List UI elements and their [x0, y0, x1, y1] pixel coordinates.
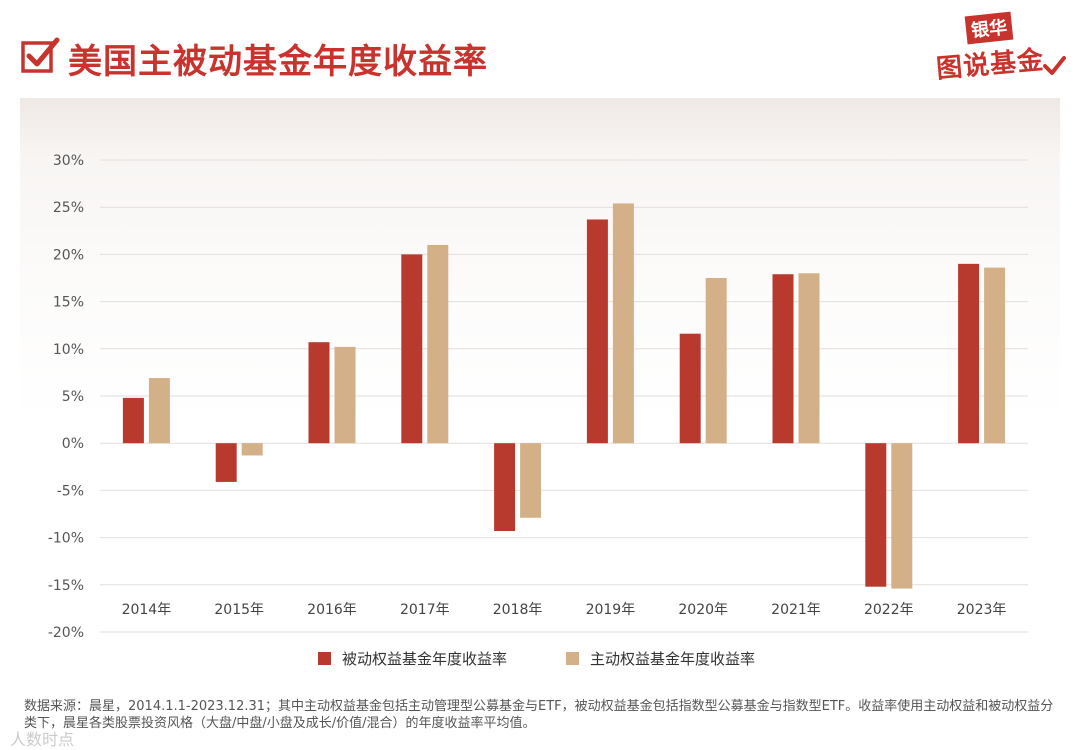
- bar-active-8: [891, 443, 913, 589]
- x-tick-label: 2020年: [678, 602, 728, 618]
- x-tick-label: 2019年: [586, 602, 636, 618]
- bar-active-2: [334, 346, 356, 444]
- bar-passive-7: [772, 274, 794, 444]
- legend-label: 被动权益基金年度收益率: [342, 650, 507, 668]
- bar-passive-3: [401, 254, 423, 444]
- bar-passive-1: [215, 443, 237, 482]
- logo-check-icon: [1043, 56, 1066, 75]
- y-tick-label: 5%: [62, 389, 84, 405]
- bar-active-1: [241, 443, 263, 456]
- y-tick-label: -20%: [48, 625, 84, 641]
- bar-active-7: [798, 273, 820, 444]
- x-tick-label: 2023年: [957, 602, 1007, 618]
- page-title: 美国主被动基金年度收益率: [68, 42, 488, 82]
- x-tick-label: 2017年: [400, 602, 450, 618]
- footnote: 数据来源：晨星，2014.1.1-2023.12.31；其中主动权益基金包括主动…: [24, 699, 1054, 731]
- x-tick-label: 2018年: [493, 602, 543, 618]
- bar-active-0: [148, 378, 170, 444]
- x-tick-label: 2015年: [214, 602, 264, 618]
- bar-passive-0: [122, 397, 144, 444]
- y-tick-label: 20%: [53, 247, 84, 263]
- legend-swatch: [318, 652, 331, 665]
- y-tick-label: 25%: [53, 200, 84, 216]
- bar-active-4: [520, 443, 542, 518]
- y-tick-label: 30%: [53, 153, 84, 169]
- y-tick-label: 15%: [53, 295, 84, 311]
- y-tick-label: 10%: [53, 342, 84, 358]
- bar-passive-6: [679, 333, 701, 444]
- header: 美国主被动基金年度收益率 银华 图说基金: [0, 0, 1080, 95]
- bar-passive-9: [958, 263, 980, 444]
- watermark: 人数时点: [10, 730, 75, 749]
- y-tick-label: -5%: [57, 483, 84, 499]
- y-tick-label: 0%: [62, 436, 84, 452]
- bar-passive-2: [308, 342, 330, 444]
- bar-active-3: [427, 244, 449, 444]
- legend-label: 主动权益基金年度收益率: [590, 650, 755, 668]
- x-tick-label: 2022年: [864, 602, 914, 618]
- bar-active-5: [612, 203, 634, 444]
- x-tick-label: 2014年: [122, 602, 172, 618]
- bar-passive-4: [494, 443, 516, 531]
- check-icon: [21, 37, 60, 73]
- x-tick-label: 2016年: [307, 602, 357, 618]
- bar-active-9: [984, 267, 1006, 444]
- y-tick-label: -10%: [48, 531, 84, 547]
- logo-bottom-text: 图说基金: [935, 45, 1046, 85]
- logo-top-text: 银华: [964, 11, 1014, 45]
- bar-chart: 30% 25% 20% 15% 10% 5% 0% -5% -10% -15% -20% 2014年 2…: [48, 153, 1028, 668]
- y-tick-label: -15%: [48, 578, 84, 594]
- x-tick-label: 2021年: [771, 602, 821, 618]
- legend-swatch: [566, 652, 579, 665]
- bar-active-6: [705, 278, 727, 444]
- logo: 银华 图说基金: [930, 11, 1070, 86]
- bar-passive-5: [586, 219, 608, 444]
- chart-panel: 30% 25% 20% 15% 10% 5% 0% -5% -10% -15% -20% 2014年 2…: [20, 98, 1060, 692]
- bar-passive-8: [865, 443, 887, 587]
